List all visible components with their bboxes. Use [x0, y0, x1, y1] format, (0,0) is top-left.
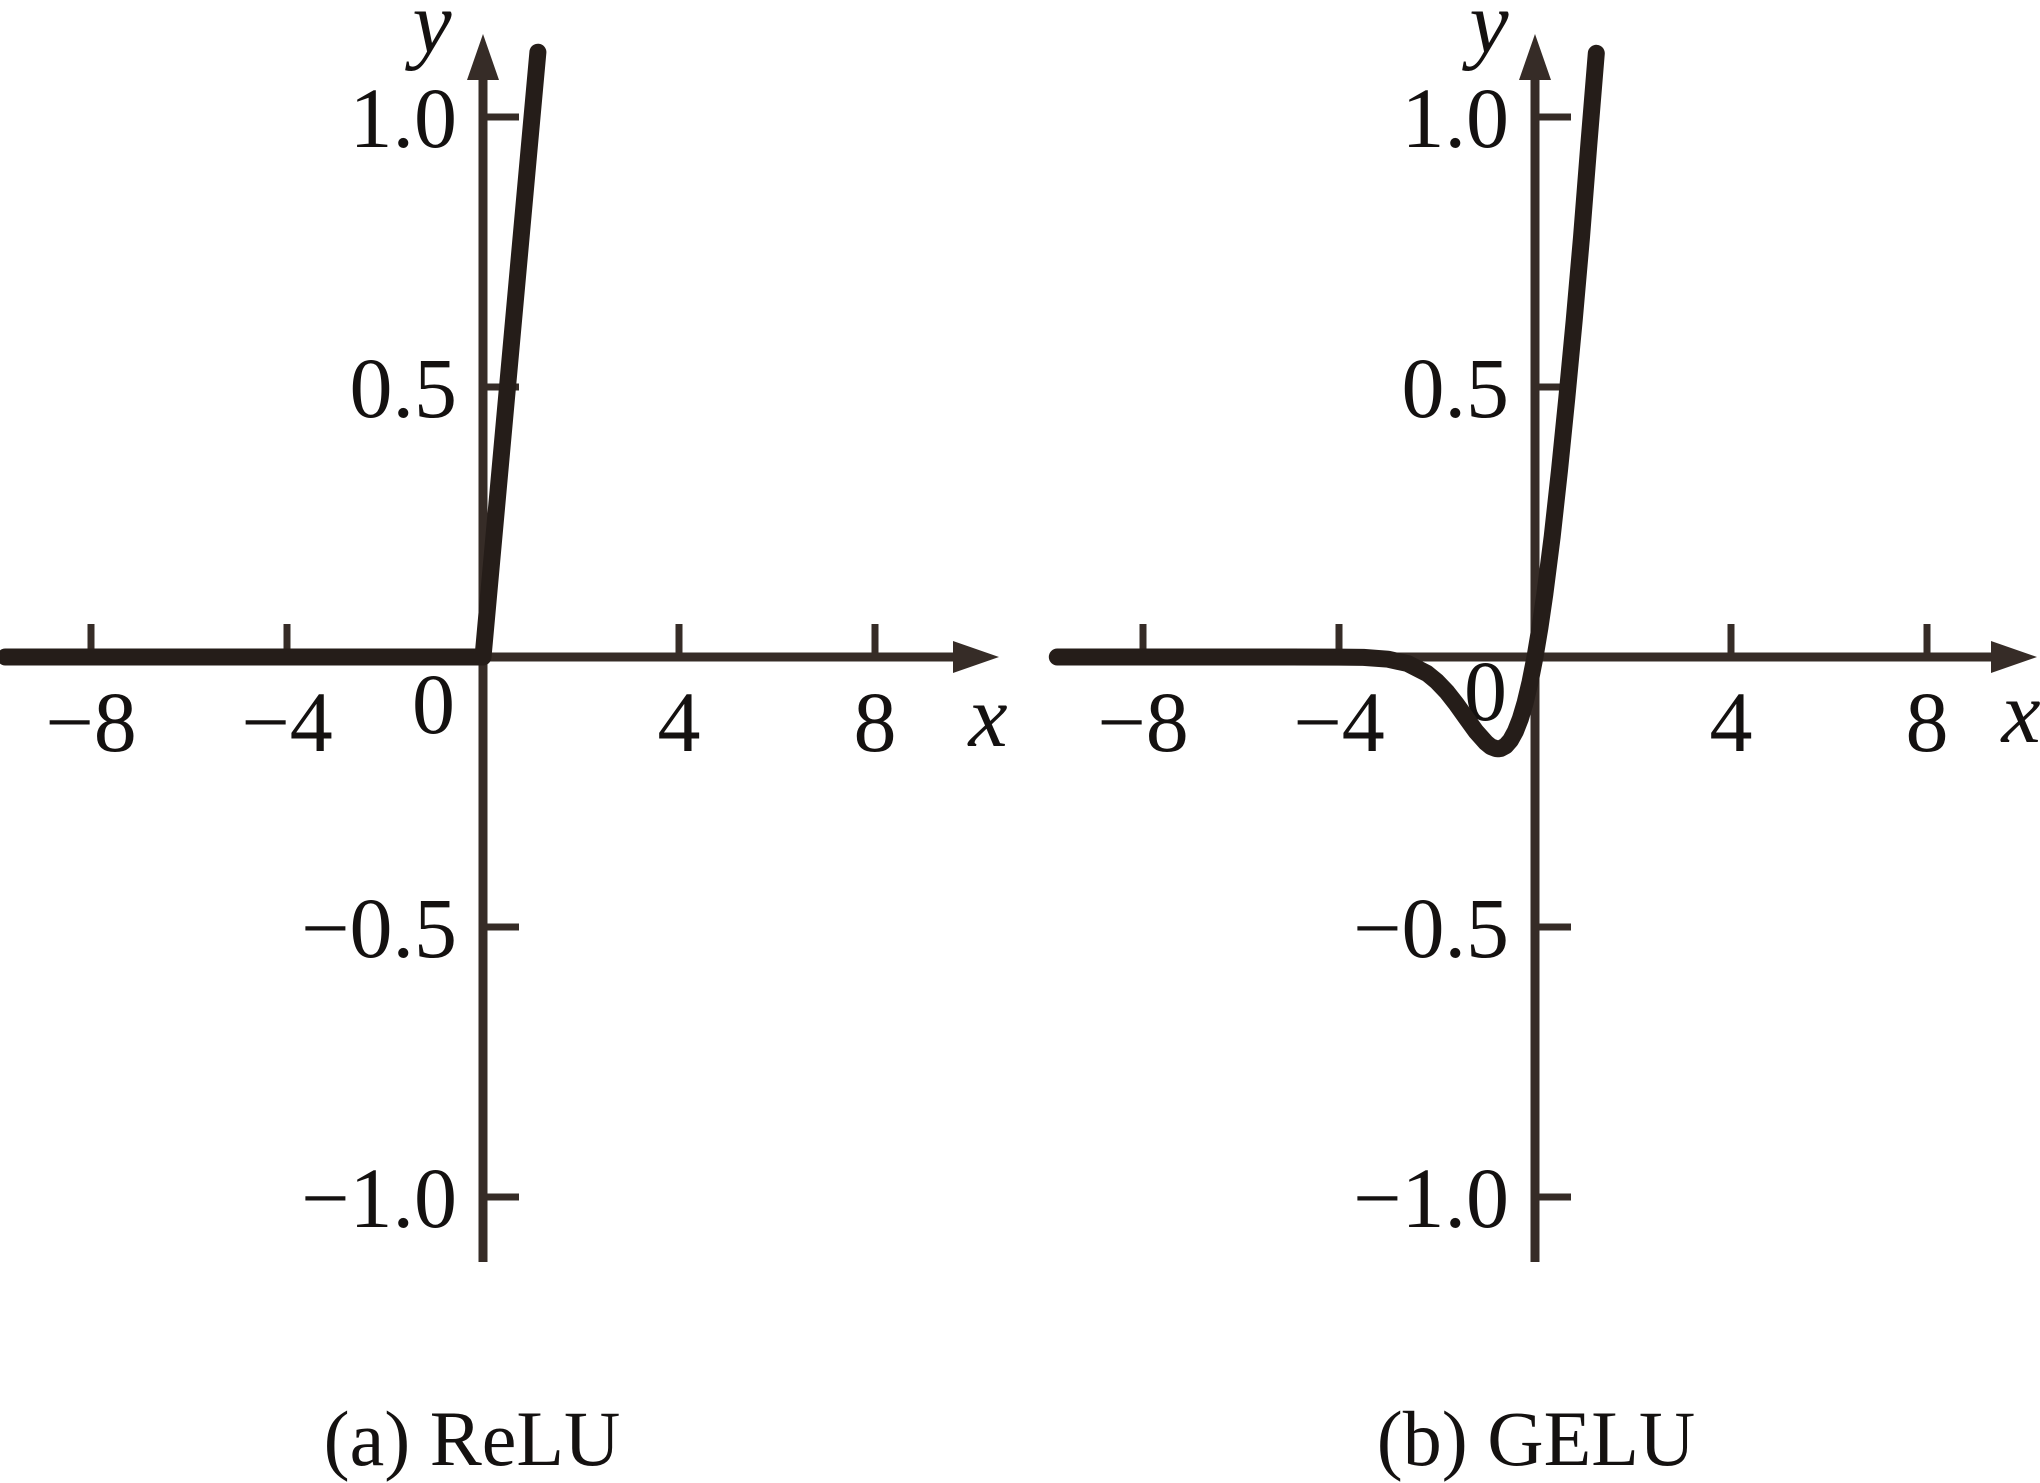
x-tick-label: −4: [1293, 674, 1385, 770]
y-tick-label: −0.5: [301, 880, 457, 976]
y-tick-label: 0.5: [1402, 340, 1510, 436]
y-axis-label: y: [1461, 0, 1509, 72]
x-axis-arrowhead: [1991, 641, 2037, 673]
y-tick-label: 1.0: [350, 70, 458, 166]
y-axis-label: y: [404, 0, 452, 72]
caption-relu: (a) ReLU: [323, 1395, 621, 1482]
y-tick-label: 1.0: [1402, 70, 1510, 166]
y-axis-arrowhead: [467, 34, 499, 80]
y-tick-label: −1.0: [1353, 1150, 1509, 1246]
y-tick-label: −0.5: [1353, 880, 1509, 976]
x-axis-arrowhead: [953, 641, 999, 673]
x-axis-label: x: [1999, 665, 2040, 762]
x-axis-label: x: [966, 669, 1007, 766]
curve-relu: [0, 43, 547, 666]
caption-gelu: (b) GELU: [1376, 1395, 1696, 1482]
x-tick-label: −8: [1097, 674, 1189, 770]
x-tick-label: −4: [241, 674, 333, 770]
x-tick-label: 8: [854, 674, 897, 770]
y-axis-arrowhead: [1519, 34, 1551, 80]
x-tick-label: 4: [658, 674, 701, 770]
origin-label: 0: [412, 656, 455, 752]
y-tick-label: 0.5: [350, 340, 458, 436]
x-tick-label: −8: [45, 674, 137, 770]
y-tick-label: −1.0: [301, 1150, 457, 1246]
x-tick-label: 4: [1710, 674, 1753, 770]
curve-gelu: [1048, 44, 1605, 758]
x-tick-label: 8: [1906, 674, 1949, 770]
